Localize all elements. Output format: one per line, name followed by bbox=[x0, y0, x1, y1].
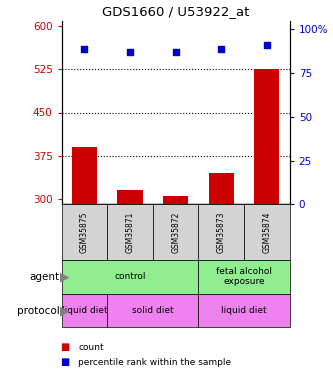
Bar bbox=[62, 204, 107, 260]
Bar bbox=[163, 196, 188, 204]
Text: liquid diet: liquid diet bbox=[62, 306, 107, 315]
Point bbox=[264, 42, 270, 48]
Text: protocol: protocol bbox=[17, 306, 60, 315]
Text: control: control bbox=[114, 272, 146, 281]
Bar bbox=[209, 173, 234, 204]
Bar bbox=[107, 294, 198, 327]
Bar bbox=[62, 260, 198, 294]
Text: ■: ■ bbox=[60, 357, 69, 367]
Point bbox=[173, 49, 178, 55]
Bar bbox=[244, 204, 290, 260]
Text: ▶: ▶ bbox=[60, 304, 70, 317]
Bar bbox=[72, 147, 97, 204]
Text: GSM35871: GSM35871 bbox=[126, 211, 135, 253]
Bar bbox=[107, 204, 153, 260]
Text: count: count bbox=[78, 343, 104, 352]
Bar bbox=[198, 204, 244, 260]
Text: GSM35873: GSM35873 bbox=[217, 211, 226, 253]
Text: GSM35874: GSM35874 bbox=[262, 211, 271, 253]
Point bbox=[82, 46, 87, 52]
Text: fetal alcohol
exposure: fetal alcohol exposure bbox=[216, 267, 272, 286]
Text: solid diet: solid diet bbox=[132, 306, 174, 315]
Bar bbox=[254, 69, 279, 204]
Bar bbox=[198, 294, 290, 327]
Text: ■: ■ bbox=[60, 342, 69, 352]
Text: percentile rank within the sample: percentile rank within the sample bbox=[78, 358, 231, 367]
Text: liquid diet: liquid diet bbox=[221, 306, 267, 315]
Title: GDS1660 / U53922_at: GDS1660 / U53922_at bbox=[102, 5, 249, 18]
Point bbox=[128, 49, 133, 55]
Text: ▶: ▶ bbox=[60, 270, 70, 283]
Bar bbox=[198, 260, 290, 294]
Bar bbox=[153, 204, 198, 260]
Bar bbox=[62, 294, 107, 327]
Point bbox=[219, 46, 224, 52]
Text: agent: agent bbox=[30, 272, 60, 282]
Bar bbox=[118, 190, 143, 204]
Text: GSM35875: GSM35875 bbox=[80, 211, 89, 253]
Text: GSM35872: GSM35872 bbox=[171, 211, 180, 253]
